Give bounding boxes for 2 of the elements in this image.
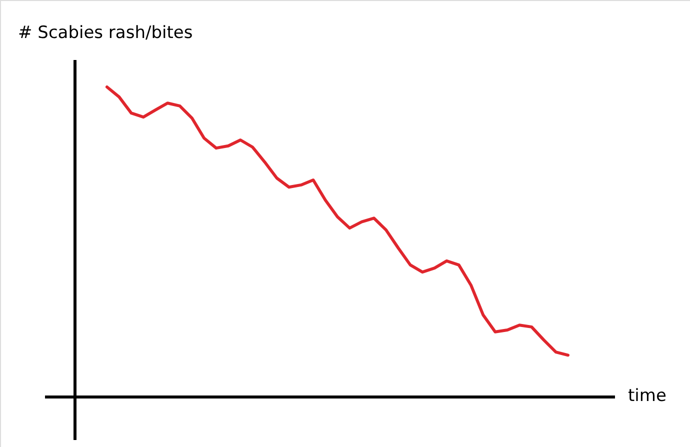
- x-axis-title: time: [628, 386, 666, 406]
- y-axis-title: # Scabies rash/bites: [18, 23, 193, 43]
